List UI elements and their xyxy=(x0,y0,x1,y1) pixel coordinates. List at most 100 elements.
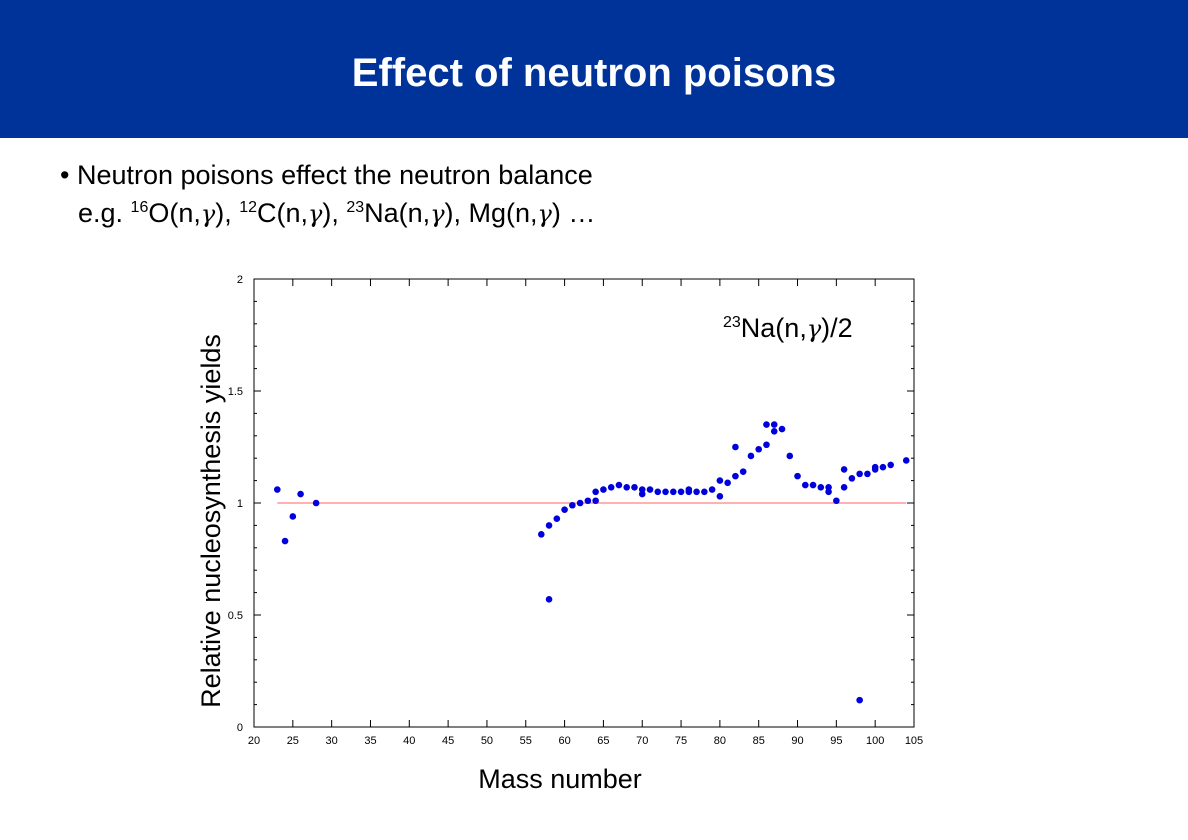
x-tick-label: 60 xyxy=(558,735,570,747)
data-point xyxy=(289,513,297,520)
data-point xyxy=(607,484,615,491)
data-point xyxy=(755,445,763,453)
data-point xyxy=(809,481,817,489)
y-tick-label: 1 xyxy=(237,498,243,510)
data-point xyxy=(312,499,320,507)
y-tick-label: 0.5 xyxy=(228,610,243,622)
data-point xyxy=(646,486,654,493)
data-point xyxy=(763,441,770,449)
data-point xyxy=(631,484,638,491)
data-point xyxy=(817,484,825,491)
page-title: Effect of neutron poisons xyxy=(351,50,837,95)
x-tick-label: 25 xyxy=(287,735,299,747)
data-point xyxy=(623,484,631,491)
data-point xyxy=(716,477,724,484)
data-point xyxy=(273,486,281,493)
data-point xyxy=(739,468,747,475)
data-point xyxy=(662,488,669,496)
data-point xyxy=(763,421,770,428)
title-bar: Effect of neutron poisons xyxy=(0,0,1188,138)
x-tick-label: 35 xyxy=(364,735,376,747)
data-point xyxy=(786,452,794,460)
data-point xyxy=(701,488,708,496)
x-tick-label: 100 xyxy=(866,735,884,747)
data-point xyxy=(545,522,553,529)
data-point xyxy=(685,488,693,496)
data-point xyxy=(879,463,887,471)
x-tick-label: 40 xyxy=(403,735,415,747)
data-point xyxy=(732,443,739,451)
bullet-text-segment: ) … xyxy=(551,198,596,228)
gamma-symbol: γ xyxy=(308,200,323,228)
data-point xyxy=(600,486,607,493)
x-tick-label: 55 xyxy=(520,735,532,747)
data-point xyxy=(615,481,623,489)
y-tick-label: 0 xyxy=(237,722,243,734)
data-point xyxy=(902,457,910,464)
data-point xyxy=(592,488,599,496)
isotope-mass-number: 23 xyxy=(346,199,365,216)
data-point xyxy=(553,515,561,522)
data-point xyxy=(801,481,809,489)
bullet-list: • Neutron poisons effect the neutron bal… xyxy=(60,156,595,233)
data-point xyxy=(669,488,677,496)
x-tick-label: 85 xyxy=(753,735,765,747)
bullet-text-segment: ), Mg(n, xyxy=(444,198,538,228)
data-point xyxy=(732,472,739,480)
bullet-line-2: e.g. 16O(n,γ), 12C(n,γ), 23Na(n,γ), Mg(n… xyxy=(60,194,595,233)
gamma-symbol: γ xyxy=(200,200,216,228)
x-tick-label: 75 xyxy=(675,735,687,747)
x-tick-label: 65 xyxy=(597,735,609,747)
gamma-symbol: γ xyxy=(430,200,445,228)
data-point xyxy=(545,596,553,603)
data-point xyxy=(693,488,700,496)
data-point xyxy=(716,492,724,500)
reaction-annotation: 23Na(n,γ)/2 xyxy=(723,313,853,343)
data-point xyxy=(584,497,592,505)
data-point xyxy=(747,452,755,460)
data-point xyxy=(833,497,840,505)
data-point xyxy=(887,461,895,469)
data-point xyxy=(592,497,599,505)
y-axis-label: Relative nucleosynthesis yields xyxy=(196,334,226,708)
gamma-symbol: γ xyxy=(537,200,552,228)
data-point xyxy=(576,499,584,507)
data-point xyxy=(770,428,778,435)
bullet-text-segment: C(n, xyxy=(257,198,309,228)
bullet-text-segment: O(n, xyxy=(148,198,201,228)
y-tick-label: 2 xyxy=(237,274,243,286)
data-point xyxy=(638,486,646,493)
x-tick-label: 45 xyxy=(442,735,454,747)
data-point xyxy=(856,696,863,704)
x-tick-label: 95 xyxy=(830,735,842,747)
data-point xyxy=(537,531,545,538)
data-point xyxy=(840,484,848,491)
data-point xyxy=(840,466,848,473)
data-point xyxy=(281,537,289,545)
bullet-text-segment: e.g. xyxy=(78,198,131,228)
data-point xyxy=(848,475,856,482)
data-point xyxy=(778,425,786,433)
x-tick-label: 50 xyxy=(481,735,493,747)
data-point xyxy=(794,472,801,480)
data-point xyxy=(864,470,871,478)
x-tick-label: 105 xyxy=(905,735,923,747)
y-tick-label: 1.5 xyxy=(228,386,243,398)
data-point xyxy=(708,486,716,493)
x-tick-label: 70 xyxy=(636,735,648,747)
x-tick-label: 20 xyxy=(248,735,260,747)
bullet-line-1: • Neutron poisons effect the neutron bal… xyxy=(60,160,593,190)
bullet-text-segment: ), xyxy=(322,198,347,228)
data-point xyxy=(856,470,863,478)
bullet-text-segment: ), xyxy=(215,198,240,228)
data-point xyxy=(871,463,879,471)
x-tick-label: 80 xyxy=(714,735,726,747)
data-point xyxy=(677,488,685,496)
x-tick-label: 30 xyxy=(326,735,338,747)
x-tick-label: 90 xyxy=(791,735,803,747)
isotope-mass-number: 16 xyxy=(130,199,149,216)
data-point xyxy=(770,421,778,428)
data-point xyxy=(724,479,731,487)
data-point xyxy=(561,506,568,514)
data-point xyxy=(825,488,832,496)
